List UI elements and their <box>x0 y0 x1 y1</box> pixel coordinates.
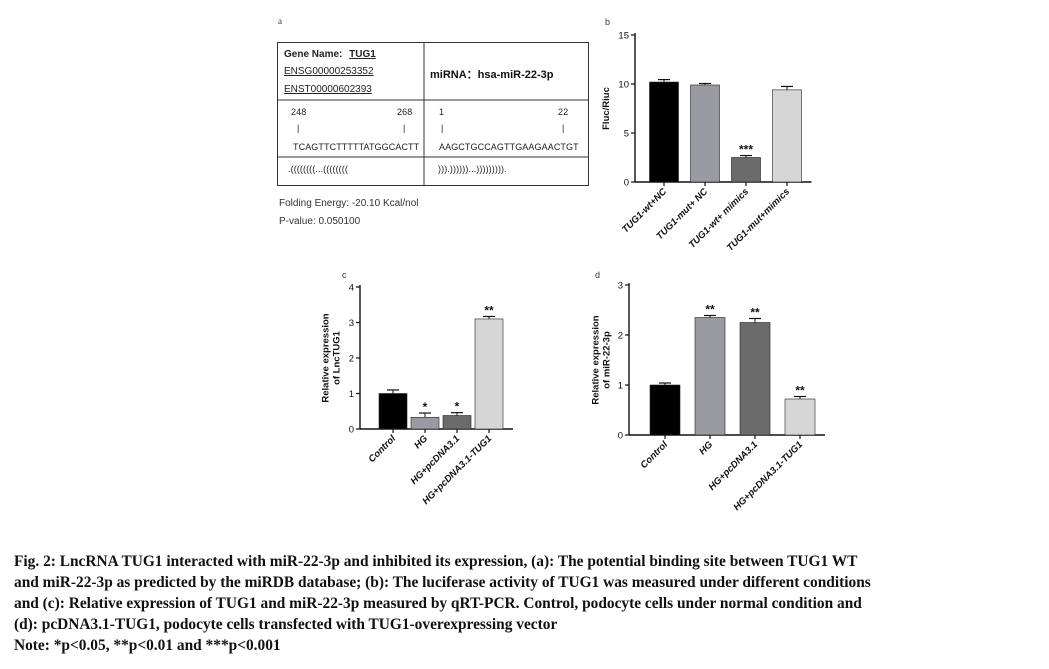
mirna-structure: ))).))))))...))))))))). <box>438 164 507 174</box>
panel-d-letter: d <box>595 270 600 280</box>
chart-c-category-label-0: Control <box>366 433 398 465</box>
chart-c-bar-2 <box>442 415 472 430</box>
chart-d-bar-0 <box>649 384 681 436</box>
chart-c-ylabel-1: of LncTUG1 <box>332 330 343 385</box>
caption-line-4: (d): pcDNA3.1-TUG1, podocyte cells trans… <box>14 616 558 633</box>
chart-c-significance-1: * <box>423 400 428 414</box>
mirna-tick-start: | <box>441 123 444 133</box>
mirna-sequence: AAGCTGCCAGTTGAAGAACTGT <box>439 142 579 152</box>
chart-b-bar-2 <box>731 157 761 183</box>
chart-c-ytick-label-4: 4 <box>349 283 354 294</box>
chart-d-significance-2: ** <box>750 306 760 320</box>
binding-site-table <box>277 42 589 186</box>
chart-b-bar-3 <box>772 89 802 183</box>
mirna-tick-end: | <box>562 123 565 133</box>
gene-name: TUG1 <box>349 49 376 60</box>
chart-c-bar-1 <box>410 416 440 430</box>
chart-c-ytick-label-2: 2 <box>349 354 354 365</box>
gene-pos-start: 248 <box>291 107 307 117</box>
figure-caption: Fig. 2: LncRNA TUG1 interacted with miR-… <box>14 551 1044 656</box>
chart-b-significance-2: *** <box>739 143 753 157</box>
gene-tick-start: | <box>297 123 300 133</box>
enst-id: ENST00000602393 <box>284 84 372 95</box>
chart-d-bar-1 <box>694 317 726 436</box>
panel-b-letter: b <box>605 17 610 27</box>
panel-a-letter: a <box>278 16 282 26</box>
chart-d-ytick-label-3: 3 <box>618 281 623 292</box>
chart-c-bar-3 <box>474 318 504 430</box>
chart-c-ytick-label-1: 1 <box>349 389 354 400</box>
chart-d-category-label-0: Control <box>638 439 670 471</box>
chart-c-ytick-label-3: 3 <box>349 318 354 329</box>
chart-c-ylabel-0: Relative expression <box>321 313 332 402</box>
chart-c-significance-2: * <box>455 400 460 414</box>
chart-d-bar-3 <box>784 398 816 436</box>
chart-d-mir22: d Relative expression of miR-22-3p 0 1 2 3 Cont… <box>592 270 825 513</box>
chart-b-ylabel-0: Fluc/Riuc <box>601 87 612 130</box>
chart-b-bar-0 <box>649 81 679 183</box>
gene-structure: .((((((((...(((((((( <box>288 164 348 174</box>
chart-d-ylabel-1: of miR-22-3p <box>602 331 613 389</box>
p-value: P-value: 0.050100 <box>279 216 361 227</box>
chart-b-ytick-label-10: 10 <box>618 80 629 91</box>
chart-b-ytick-label-15: 15 <box>618 31 629 42</box>
chart-b-bar-1 <box>690 84 720 183</box>
caption-line-1: Fig. 2: LncRNA TUG1 interacted with miR-… <box>14 553 858 570</box>
chart-c-significance-3: ** <box>484 303 494 317</box>
caption-line-2: and miR-22-3p as predicted by the miRDB … <box>14 574 871 591</box>
mirna-pos-start: 1 <box>439 107 445 117</box>
chart-d-ytick-label-2: 2 <box>618 331 623 342</box>
chart-d-ylabel-0: Relative expression <box>592 315 602 404</box>
chart-b-ytick-label-0: 0 <box>624 178 629 189</box>
chart-d-ytick-label-1: 1 <box>618 381 623 392</box>
chart-d-bar-2 <box>739 322 771 436</box>
caption-note: Note: *p<0.05, **p<0.01 and ***p<0.001 <box>14 637 281 654</box>
gene-name-row: Gene Name: TUG1 <box>284 49 376 60</box>
chart-c-ytick-label-0: 0 <box>349 425 354 436</box>
gene-pos-end: 268 <box>397 107 413 117</box>
chart-d-ytick-label-0: 0 <box>618 431 623 442</box>
caption-line-3: and (c): Relative expression of TUG1 and… <box>14 595 862 612</box>
gene-label: Gene Name: <box>284 49 343 60</box>
gene-tick-end: | <box>403 123 406 133</box>
chart-d-significance-3: ** <box>795 384 805 398</box>
gene-sequence: TCAGTTCTTTTTATGGCACTT <box>293 142 420 152</box>
chart-c-lnctug1: c Relative expression of LncTUG1 0 1 2 3 4 Contr… <box>321 270 513 507</box>
mirna-label: miRNA：hsa-miR-22-3p <box>430 69 554 81</box>
chart-d-significance-1: ** <box>705 303 715 317</box>
chart-c-bar-0 <box>378 393 408 430</box>
ensg-id: ENSG00000253352 <box>284 66 374 77</box>
mirna-pos-end: 22 <box>558 107 569 117</box>
chart-c-category-label-1: HG <box>412 433 430 451</box>
chart-d-category-label-1: HG <box>697 439 715 457</box>
panel-c-letter: c <box>342 270 347 280</box>
chart-b-ytick-label-5: 5 <box>624 129 629 140</box>
folding-energy: Folding Energy: -20.10 Kcal/nol <box>279 198 419 209</box>
